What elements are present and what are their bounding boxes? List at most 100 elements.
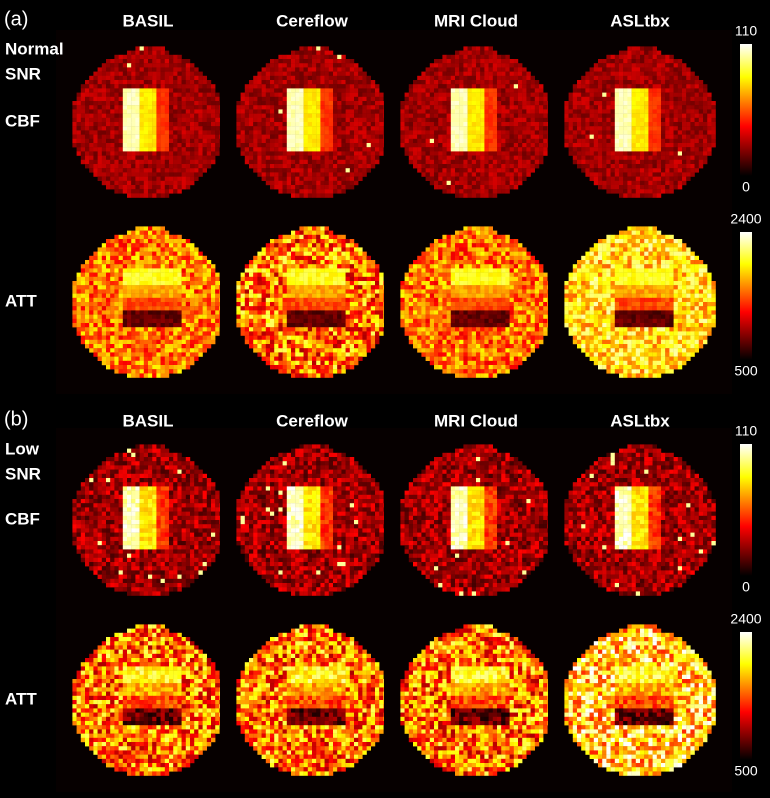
pixel	[274, 302, 278, 306]
pixel	[169, 281, 173, 285]
pixel	[442, 101, 446, 105]
pixel	[161, 156, 165, 160]
pixel	[295, 51, 299, 55]
pixel	[409, 139, 413, 143]
pixel	[543, 114, 547, 118]
pixel	[245, 340, 249, 344]
pixel	[211, 109, 215, 113]
pixel	[405, 114, 409, 118]
pixel	[198, 122, 202, 126]
pixel	[123, 168, 127, 172]
pixel	[295, 185, 299, 189]
pixel	[253, 281, 257, 285]
pixel	[447, 67, 451, 71]
pixel	[190, 93, 194, 97]
pixel	[341, 281, 345, 285]
pixel	[249, 319, 253, 323]
pixel	[379, 306, 383, 310]
pixel	[320, 189, 324, 193]
pixel	[165, 84, 169, 88]
pixel	[135, 231, 139, 235]
pixel	[177, 156, 181, 160]
pixel	[476, 46, 480, 50]
pixel	[182, 243, 186, 247]
pixel	[102, 135, 106, 139]
pixel	[493, 76, 497, 80]
pixel	[270, 310, 274, 314]
pixel	[295, 147, 299, 151]
pixel	[198, 80, 202, 84]
pixel	[123, 135, 127, 139]
pixel	[304, 105, 308, 109]
pixel	[169, 80, 173, 84]
pixel	[190, 336, 194, 340]
pixel	[312, 84, 316, 88]
pixel	[489, 80, 493, 84]
pixel	[341, 348, 345, 352]
pixel	[177, 327, 181, 331]
pixel	[211, 310, 215, 314]
pixel	[135, 105, 139, 109]
pixel	[493, 168, 497, 172]
pixel	[161, 327, 165, 331]
pixel	[316, 340, 320, 344]
pixel	[346, 268, 350, 272]
pixel	[148, 256, 152, 260]
pixel	[312, 235, 316, 239]
pixel	[333, 126, 337, 130]
pixel	[400, 114, 404, 118]
pixel	[438, 97, 442, 101]
pixel	[283, 63, 287, 67]
pixel	[505, 59, 509, 63]
pixel	[476, 101, 480, 105]
pixel	[270, 247, 274, 251]
pixel	[409, 88, 413, 92]
pixel	[346, 352, 350, 356]
pixel	[320, 340, 324, 344]
pixel	[77, 151, 81, 155]
pixel	[152, 336, 156, 340]
pixel	[291, 147, 295, 151]
pixel	[459, 55, 463, 59]
pixel	[295, 281, 299, 285]
pixel	[173, 88, 177, 92]
pixel	[350, 344, 354, 348]
pixel	[341, 285, 345, 289]
pixel	[161, 281, 165, 285]
pixel	[531, 139, 535, 143]
pixel	[354, 294, 358, 298]
pixel	[489, 93, 493, 97]
pixel	[278, 294, 282, 298]
pixel	[177, 126, 181, 130]
pixel	[182, 273, 186, 277]
pixel	[173, 93, 177, 97]
pixel	[375, 160, 379, 164]
pixel	[320, 172, 324, 176]
pixel	[421, 139, 425, 143]
pixel	[177, 97, 181, 101]
pixel	[270, 289, 274, 293]
pixel	[177, 273, 181, 277]
pixel	[270, 84, 274, 88]
pixel	[304, 63, 308, 67]
pixel	[194, 130, 198, 134]
pixel	[451, 63, 455, 67]
pixel	[131, 268, 135, 272]
pixel	[325, 114, 329, 118]
pixel	[325, 80, 329, 84]
pixel	[203, 80, 207, 84]
pixel	[114, 164, 118, 168]
pixel	[350, 88, 354, 92]
pixel	[333, 239, 337, 243]
pixel	[144, 118, 148, 122]
pixel	[257, 289, 261, 293]
pixel	[367, 264, 371, 268]
pixel	[169, 63, 173, 67]
pixel	[434, 130, 438, 134]
pixel	[253, 88, 257, 92]
pixel	[312, 352, 316, 356]
pixel	[266, 143, 270, 147]
pixel	[283, 268, 287, 272]
pixel	[320, 177, 324, 181]
pixel	[371, 315, 375, 319]
